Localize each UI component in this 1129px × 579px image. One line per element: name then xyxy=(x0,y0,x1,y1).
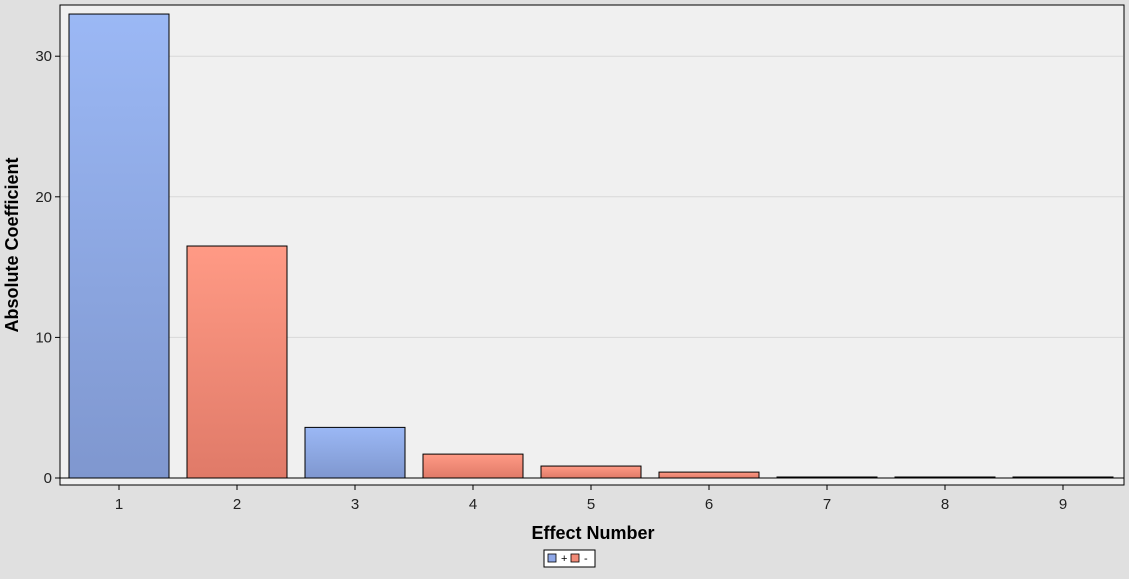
x-tick-label: 4 xyxy=(469,496,477,513)
bars xyxy=(60,13,1124,479)
legend: + - xyxy=(543,549,596,568)
legend-label-positive: + xyxy=(561,553,567,565)
y-tick-label: 10 xyxy=(35,329,52,346)
x-tick-label: 5 xyxy=(587,496,595,513)
x-tick-label: 3 xyxy=(351,496,359,513)
x-tick-label: 7 xyxy=(823,496,831,513)
bar-effect-5 xyxy=(540,465,642,479)
x-tick-label: 6 xyxy=(705,496,713,513)
bar-effect-6 xyxy=(658,471,760,479)
y-tick-label: 0 xyxy=(44,470,52,487)
y-tick-label: 20 xyxy=(35,189,52,206)
bar-effect-2 xyxy=(186,245,288,479)
x-axis: 1 2 3 4 5 6 7 8 9 xyxy=(115,485,1067,513)
legend-swatch-positive xyxy=(547,553,557,563)
y-axis: 0 10 20 30 xyxy=(35,48,60,487)
legend-swatch-negative xyxy=(570,553,580,563)
x-tick-label: 9 xyxy=(1059,496,1067,513)
x-tick-label: 8 xyxy=(941,496,949,513)
bar-effect-4 xyxy=(422,453,524,479)
bar-effect-1 xyxy=(68,13,170,479)
legend-box xyxy=(543,549,596,568)
x-axis-title: Effect Number xyxy=(531,523,654,543)
legend-label-negative: - xyxy=(584,553,588,565)
bar-effect-3 xyxy=(304,426,406,479)
x-tick-label: 2 xyxy=(233,496,241,513)
y-axis-title: Absolute Coefficient xyxy=(2,157,22,332)
y-tick-label: 30 xyxy=(35,48,52,65)
x-tick-label: 1 xyxy=(115,496,123,513)
